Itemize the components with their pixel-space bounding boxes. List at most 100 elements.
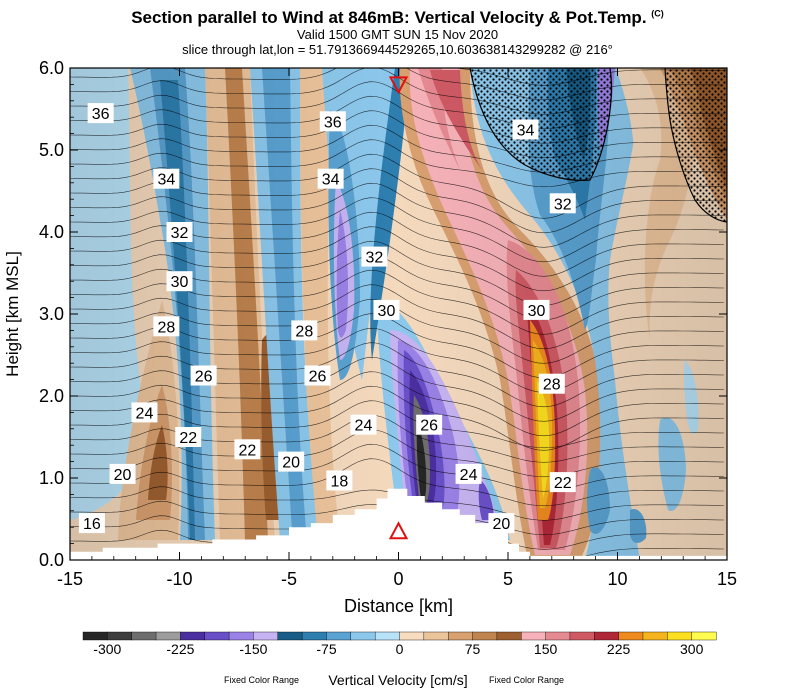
contour-label-text: 26 — [420, 418, 438, 435]
x-axis-label: Distance [km] — [344, 596, 453, 616]
theta-contour — [70, 429, 725, 478]
contour-label-text: 26 — [309, 369, 327, 386]
section-point-top-marker — [388, 76, 409, 95]
contour-label: 34 — [317, 168, 344, 189]
contour-label-text: 24 — [460, 467, 478, 484]
y-tick-label: 1.0 — [39, 468, 64, 488]
contour-label: 32 — [361, 246, 388, 267]
contour-label-bg — [166, 222, 193, 242]
theta-contour — [70, 240, 725, 306]
contour-label-text: 22 — [554, 475, 572, 492]
colorbar-tick-label: -225 — [166, 641, 194, 657]
contour-label-bg — [87, 103, 114, 124]
contour-label-bg — [175, 427, 202, 447]
contour-label-bg — [549, 193, 576, 214]
contour-label-bg — [549, 472, 576, 493]
colorbar-swatch — [253, 631, 279, 641]
contour-label: 30 — [166, 271, 193, 292]
colorbar-swatch — [228, 631, 254, 641]
contour-label-bg — [153, 316, 180, 337]
contour-label: 18 — [326, 470, 353, 491]
contour-label-bg — [455, 463, 482, 484]
contour-label: 22 — [549, 472, 576, 493]
x-tick-label: 10 — [607, 569, 627, 589]
theta-contour — [70, 443, 725, 492]
x-tick-label: -5 — [281, 569, 297, 589]
contour-label-text: 18 — [330, 473, 348, 490]
contour-label-text: 34 — [517, 123, 535, 140]
contour-label-bg — [319, 111, 346, 132]
theta-contour — [70, 385, 725, 451]
colorbar-swatch — [374, 631, 400, 641]
colorbar-swatch — [180, 631, 206, 641]
section-markers — [388, 76, 409, 540]
contour-label-bg — [78, 513, 105, 534]
contour-label: 22 — [175, 427, 202, 447]
contour-label-text: 34 — [322, 172, 340, 189]
chart-title: Section parallel to Wind at 846mB: Verti… — [131, 8, 664, 27]
theta-contour — [453, 68, 725, 86]
contour-label: 26 — [416, 414, 443, 435]
colorbar-swatch — [301, 631, 327, 641]
colorbar-swatch — [545, 631, 571, 641]
contour-label: 34 — [512, 119, 539, 140]
colorbar-note-right: Fixed Color Range — [489, 675, 565, 685]
contour-label: 28 — [153, 316, 180, 337]
y-tick-label: 4.0 — [39, 222, 64, 242]
contour-label-bg — [538, 373, 565, 394]
contour-label-bg — [166, 271, 193, 292]
theta-contour — [70, 139, 725, 188]
contour-label-bg — [361, 246, 388, 267]
theta-contour — [70, 371, 725, 437]
y-tick-label: 3.0 — [39, 304, 64, 324]
contour-label: 28 — [291, 320, 318, 341]
colorbar-tick-label: 75 — [465, 641, 481, 657]
contour-label-text: 36 — [92, 106, 110, 123]
contour-label: 20 — [109, 463, 136, 484]
contour-label-bg — [373, 299, 400, 320]
colorbar-swatch — [399, 631, 425, 641]
contour-label: 24 — [350, 414, 377, 435]
colorbar-swatch — [447, 631, 474, 641]
contour-label-text: 16 — [83, 516, 101, 533]
contour-label-text: 32 — [171, 225, 189, 242]
colorbar-swatch — [496, 631, 522, 641]
y-tick-label: 6.0 — [39, 58, 64, 78]
y-tick-label: 0.0 — [39, 550, 64, 570]
contour-label-bg — [109, 463, 136, 484]
contour-label-text: 20 — [493, 516, 511, 533]
contour-label: 16 — [78, 513, 105, 534]
x-axis: -15 -10 -5 0 5 10 15 — [57, 68, 737, 589]
theta-contour — [70, 327, 725, 393]
colorbar-swatch — [642, 631, 668, 641]
theta-contour — [70, 226, 725, 292]
colorbar-swatch — [204, 631, 230, 641]
x-tick-label: 15 — [717, 569, 737, 589]
x-tick-label: 0 — [393, 569, 403, 589]
colorbar-label: Vertical Velocity [cm/s] — [328, 672, 467, 688]
colorbar-tick-label: 225 — [607, 641, 631, 657]
colorbar-tick-label: 150 — [534, 641, 558, 657]
contour-label: 26 — [304, 365, 331, 386]
contour-label-bg — [488, 513, 515, 534]
colorbar-swatch — [618, 631, 644, 641]
colorbar-swatch — [569, 631, 595, 641]
contour-label: 32 — [549, 193, 576, 214]
colorbar-swatch — [131, 631, 157, 641]
contour-label-bg — [131, 402, 158, 423]
contour-label: 26 — [190, 365, 217, 386]
colorbar-swatch — [277, 631, 303, 641]
theta-contour — [70, 458, 725, 507]
contour-label: 32 — [166, 222, 193, 242]
theta-contour — [70, 342, 725, 408]
colorbar: -300 -225 -150 -75 0 75 150 225 300 — [82, 631, 717, 657]
copyright-mark: (C) — [651, 8, 664, 19]
contour-label-bg — [278, 451, 305, 472]
contour-label-bg — [153, 168, 180, 189]
contour-label-bg — [350, 414, 377, 435]
slice-info: slice through lat,lon = 51.7913669445292… — [182, 42, 613, 57]
contour-label-text: 30 — [171, 274, 189, 291]
contour-label-text: 32 — [366, 250, 384, 267]
contour-label-text: 30 — [528, 303, 546, 320]
